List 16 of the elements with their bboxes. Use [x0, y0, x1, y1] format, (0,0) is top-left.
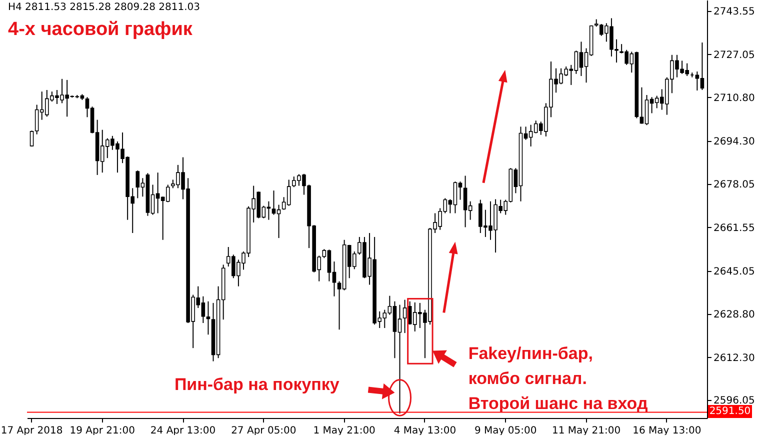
text: 4-х часовой график [8, 18, 192, 42]
ref-line-label: 2591.50 [708, 405, 752, 418]
y-tick-label: 2678.05 [714, 179, 755, 190]
y-tick-label: 2612.30 [714, 352, 755, 364]
y-tick-label: 2661.55 [714, 222, 755, 234]
y-tick-label: 2596.05 [714, 396, 755, 407]
annotation: Пин-бар на покупку [174, 374, 340, 396]
y-tick-label: 2645.05 [714, 266, 755, 278]
annotation: Fakey/пин-бар, комбо сигнал. Второй шанс на вход [468, 342, 648, 415]
candlestick [402, 299, 407, 334]
chart-subtitle: H4 2811.53 2815.28 2809.28 2811.03 [8, 1, 200, 15]
y-tick-label: 2628.80 [714, 309, 755, 320]
y-tick-label: 2727.05 [714, 50, 755, 61]
y-tick-label: 2710.80 [714, 92, 755, 104]
y-tick-label: 2694.30 [714, 136, 755, 148]
y-tick-label: 2743.55 [714, 6, 755, 18]
